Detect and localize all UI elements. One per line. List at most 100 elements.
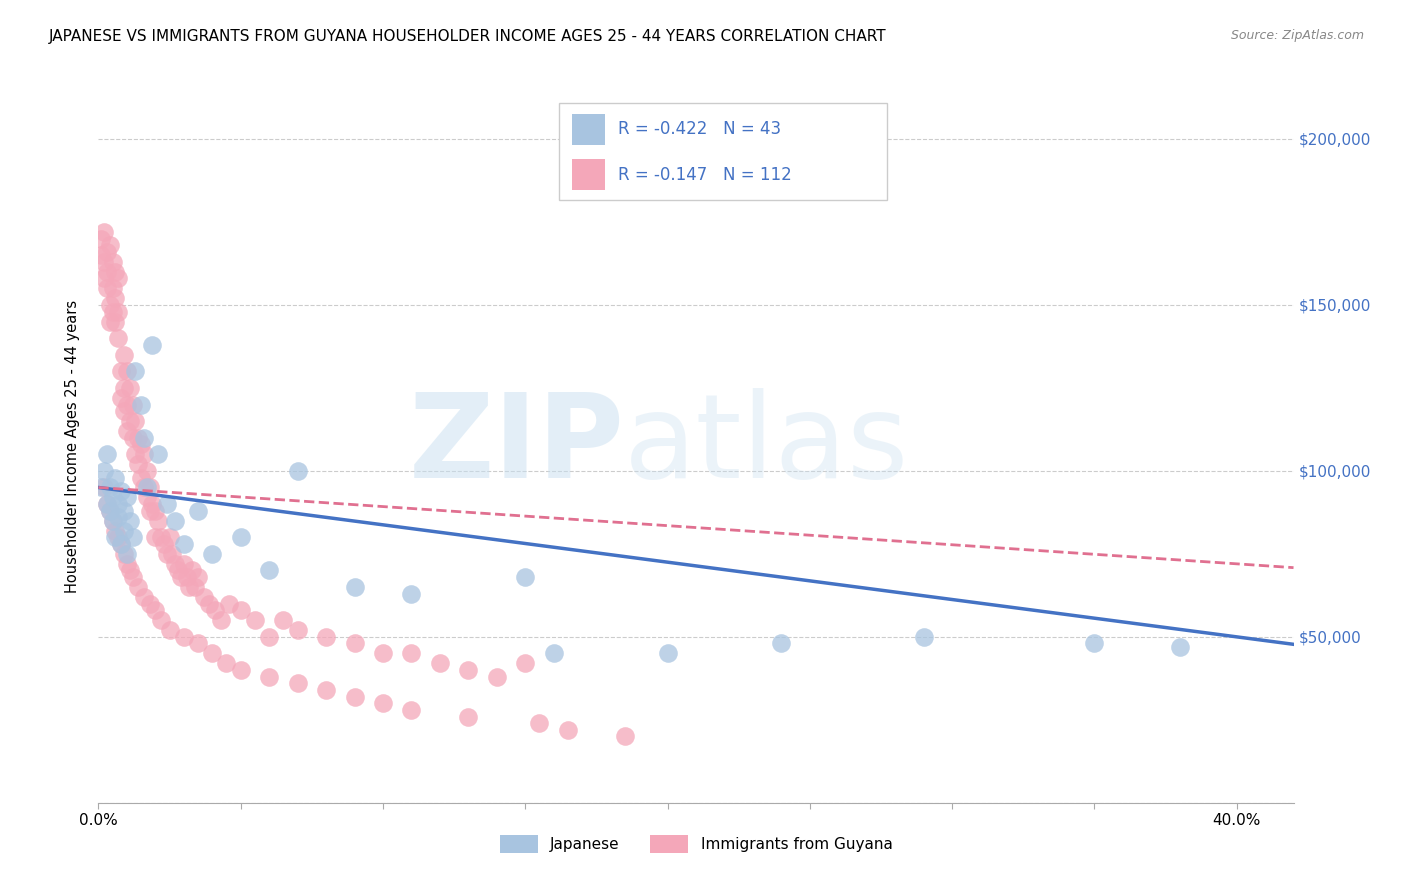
Point xyxy=(165,557,187,571)
Point xyxy=(121,397,143,411)
Point xyxy=(115,557,138,571)
Point xyxy=(101,491,124,505)
Point xyxy=(148,514,170,528)
Point xyxy=(176,570,198,584)
Point xyxy=(98,238,121,252)
Point xyxy=(173,537,195,551)
Point xyxy=(315,630,337,644)
Point xyxy=(127,580,149,594)
Point xyxy=(401,587,423,601)
Point xyxy=(613,730,636,744)
Text: JAPANESE VS IMMIGRANTS FROM GUYANA HOUSEHOLDER INCOME AGES 25 - 44 YEARS CORRELA: JAPANESE VS IMMIGRANTS FROM GUYANA HOUSE… xyxy=(49,29,887,44)
Point xyxy=(543,647,565,661)
Point xyxy=(90,248,112,262)
Point xyxy=(170,570,193,584)
Point xyxy=(107,331,129,345)
Point xyxy=(198,597,221,611)
Point xyxy=(96,447,118,461)
Point xyxy=(107,271,129,285)
Point xyxy=(107,510,129,524)
Point xyxy=(104,524,127,538)
Point xyxy=(167,564,190,578)
Point xyxy=(457,709,479,723)
Point xyxy=(287,624,309,638)
Point xyxy=(343,690,366,704)
Point xyxy=(90,481,112,495)
Point xyxy=(104,291,127,305)
Point xyxy=(129,470,152,484)
Point xyxy=(150,613,173,627)
Point xyxy=(287,676,309,690)
Point xyxy=(273,613,295,627)
Point xyxy=(124,447,146,461)
Point xyxy=(162,547,184,561)
Point xyxy=(141,497,163,511)
Point xyxy=(112,504,135,518)
Point xyxy=(315,682,337,697)
Point xyxy=(1168,640,1191,654)
Point xyxy=(112,524,135,538)
Point xyxy=(138,481,160,495)
Point xyxy=(657,647,679,661)
Point xyxy=(287,464,309,478)
Point xyxy=(371,696,394,710)
Point xyxy=(257,630,280,644)
Point xyxy=(129,437,152,451)
Point xyxy=(193,590,215,604)
Point xyxy=(173,557,195,571)
Point xyxy=(93,254,115,268)
Point xyxy=(229,603,252,617)
Point xyxy=(104,470,127,484)
Point xyxy=(343,636,366,650)
Point xyxy=(138,597,160,611)
Point xyxy=(107,304,129,318)
Point xyxy=(229,663,252,677)
Point xyxy=(118,564,141,578)
Point xyxy=(165,514,187,528)
Point xyxy=(156,497,179,511)
Point xyxy=(529,716,551,731)
Point xyxy=(132,481,155,495)
Point xyxy=(101,514,124,528)
Point xyxy=(135,481,157,495)
Point xyxy=(112,547,135,561)
Point xyxy=(107,497,129,511)
Point xyxy=(173,630,195,644)
Text: atlas: atlas xyxy=(624,389,910,503)
Point xyxy=(104,314,127,328)
Point xyxy=(115,397,138,411)
Point xyxy=(429,657,451,671)
Point xyxy=(96,497,118,511)
Point xyxy=(138,504,160,518)
Point xyxy=(457,663,479,677)
Point xyxy=(153,537,176,551)
Text: Source: ZipAtlas.com: Source: ZipAtlas.com xyxy=(1230,29,1364,42)
Point xyxy=(93,464,115,478)
Point xyxy=(112,381,135,395)
Point xyxy=(96,281,118,295)
Point xyxy=(98,314,121,328)
Point xyxy=(98,504,121,518)
Point xyxy=(187,570,209,584)
Point xyxy=(257,670,280,684)
Text: ZIP: ZIP xyxy=(408,389,624,503)
Legend: Japanese, Immigrants from Guyana: Japanese, Immigrants from Guyana xyxy=(494,829,898,859)
Point xyxy=(515,570,537,584)
Point xyxy=(159,530,181,544)
Point xyxy=(101,304,124,318)
Point xyxy=(118,514,141,528)
Point xyxy=(101,514,124,528)
Point xyxy=(98,504,121,518)
Point xyxy=(156,547,179,561)
Point xyxy=(124,364,146,378)
Point xyxy=(485,670,508,684)
Point xyxy=(371,647,394,661)
Point xyxy=(187,504,209,518)
Point xyxy=(112,404,135,418)
Point xyxy=(121,431,143,445)
Point xyxy=(135,491,157,505)
Point xyxy=(90,231,112,245)
Point xyxy=(209,613,232,627)
Point xyxy=(143,603,166,617)
Point xyxy=(93,481,115,495)
